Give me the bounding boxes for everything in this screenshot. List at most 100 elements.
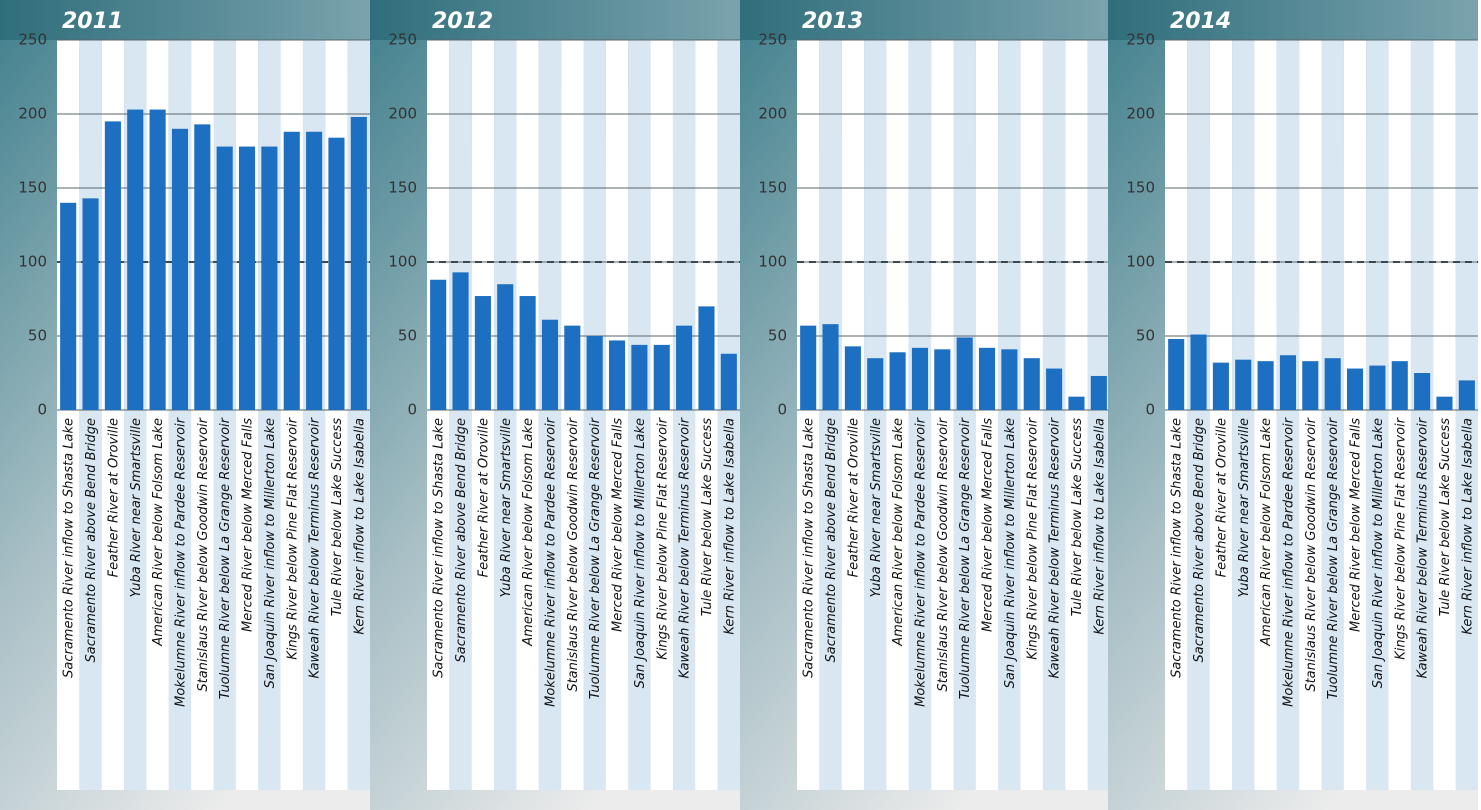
x-tick-label: Yuba River near Smartsville xyxy=(869,418,884,597)
x-tick-label: Sacramento River above Bend Bridge xyxy=(1192,418,1207,663)
x-tick-label: Tule River below Lake Success xyxy=(330,418,345,616)
column-stripe xyxy=(841,40,865,790)
x-tick-label: Merced River below Merced Falls xyxy=(1349,418,1364,632)
x-tick-label: Yuba River near Smartsville xyxy=(1237,418,1252,597)
column-stripe xyxy=(1232,40,1255,790)
y-tick-label: 100 xyxy=(388,253,417,271)
y-tick-label: 50 xyxy=(768,327,787,345)
column-stripe xyxy=(695,40,718,790)
bar xyxy=(698,306,715,410)
x-tick-label: Sacramento River above Bend Bridge xyxy=(454,418,469,663)
bar xyxy=(171,128,189,411)
x-tick-label: American River below Folsom Lake xyxy=(1259,418,1274,647)
chart-title: 2014 xyxy=(1170,9,1231,34)
x-tick-label: Stanislaus River below Goodwin Reservoir xyxy=(566,416,581,691)
column-stripe xyxy=(1410,40,1434,790)
bar xyxy=(631,344,648,410)
x-tick-label: Kings River below Pine Flat Reservoir xyxy=(1393,416,1408,659)
x-tick-label: Tule River below Lake Success xyxy=(700,418,715,616)
bar xyxy=(867,358,884,410)
bar xyxy=(1302,361,1319,410)
column-stripe xyxy=(717,40,740,790)
bar xyxy=(1279,355,1297,410)
bar xyxy=(474,296,491,410)
bar xyxy=(328,137,345,410)
y-tick-label: 250 xyxy=(1126,31,1155,49)
x-tick-label: Kern River inflow to Lake Isabella xyxy=(352,418,367,635)
column-stripe xyxy=(561,40,584,790)
column-stripe xyxy=(1299,40,1322,790)
x-tick-label: Yuba River near Smartsville xyxy=(499,418,514,597)
y-tick-label: 100 xyxy=(18,253,47,271)
bar xyxy=(1391,361,1408,410)
x-tick-label: Kaweah River below Terminus Reservoir xyxy=(678,416,693,678)
x-tick-label: Kern River inflow to Lake Isabella xyxy=(722,418,737,635)
column-stripe xyxy=(1065,40,1088,790)
column-stripe xyxy=(1455,40,1478,790)
x-tick-label: Sacramento River inflow to Shasta Lake xyxy=(432,418,447,678)
x-tick-label: San Joaquin River inflow to Millerton La… xyxy=(263,418,278,688)
bar xyxy=(720,353,737,410)
column-stripe xyxy=(1020,40,1043,790)
bar xyxy=(1212,362,1229,410)
bar xyxy=(1190,334,1207,410)
column-stripe xyxy=(1165,40,1188,790)
y-tick-label: 200 xyxy=(758,105,787,123)
column-stripe xyxy=(1388,40,1411,790)
y-tick-label: 50 xyxy=(1136,327,1155,345)
column-stripe xyxy=(471,40,495,790)
x-tick-label: Kern River inflow to Lake Isabella xyxy=(1092,418,1107,635)
y-tick-label: 250 xyxy=(758,31,787,49)
bar xyxy=(822,324,839,410)
title-band xyxy=(0,0,370,40)
column-stripe xyxy=(494,40,517,790)
chart-title: 2012 xyxy=(432,9,493,34)
bar xyxy=(934,349,951,410)
x-tick-label: Kaweah River below Terminus Reservoir xyxy=(1416,416,1431,678)
x-tick-label: Stanislaus River below Goodwin Reservoir xyxy=(1304,416,1319,691)
bar xyxy=(238,146,256,410)
x-tick-label: Tule River below Lake Success xyxy=(1070,418,1085,616)
x-tick-label: Feather River at Oroville xyxy=(106,418,121,577)
column-stripe xyxy=(1321,40,1344,790)
bar xyxy=(1346,368,1364,410)
bar xyxy=(1458,380,1475,410)
column-stripe xyxy=(864,40,887,790)
bar xyxy=(519,296,536,410)
bar xyxy=(653,344,670,410)
x-tick-label: Sacramento River inflow to Shasta Lake xyxy=(1170,418,1185,678)
y-tick-label: 50 xyxy=(28,327,47,345)
bar xyxy=(497,284,514,410)
bar xyxy=(1369,365,1386,410)
column-stripe xyxy=(1276,40,1300,790)
x-tick-label: Tule River below Lake Success xyxy=(1438,418,1453,616)
bar xyxy=(889,352,906,410)
column-stripe xyxy=(908,40,932,790)
x-tick-label: Sacramento River above Bend Bridge xyxy=(824,418,839,663)
x-tick-label: Tuolumne River below La Grange Reservoir xyxy=(958,416,973,699)
bar xyxy=(283,131,300,410)
x-tick-label: Tuolumne River below La Grange Reservoir xyxy=(588,416,603,699)
x-tick-label: Merced River below Merced Falls xyxy=(981,418,996,632)
title-band xyxy=(1108,0,1478,40)
y-tick-label: 0 xyxy=(777,401,787,419)
bar xyxy=(430,279,447,410)
x-tick-label: Tuolumne River below La Grange Reservoir xyxy=(218,416,233,699)
x-tick-label: Kings River below Pine Flat Reservoir xyxy=(655,416,670,659)
bar xyxy=(1090,375,1107,410)
column-stripe xyxy=(449,40,472,790)
bar xyxy=(452,272,469,410)
bar xyxy=(1324,358,1341,410)
bar xyxy=(1235,359,1252,410)
column-stripe xyxy=(427,40,450,790)
x-tick-label: Kern River inflow to Lake Isabella xyxy=(1460,418,1475,635)
column-stripe xyxy=(605,40,629,790)
x-tick-label: Merced River below Merced Falls xyxy=(241,418,256,632)
bar xyxy=(564,325,581,410)
y-tick-label: 150 xyxy=(18,179,47,197)
bar xyxy=(127,109,144,410)
bar xyxy=(541,319,559,410)
x-tick-label: Mokelumne River inflow to Pardee Reservo… xyxy=(173,416,188,706)
bar xyxy=(1436,396,1453,410)
x-tick-label: American River below Folsom Lake xyxy=(521,418,536,647)
